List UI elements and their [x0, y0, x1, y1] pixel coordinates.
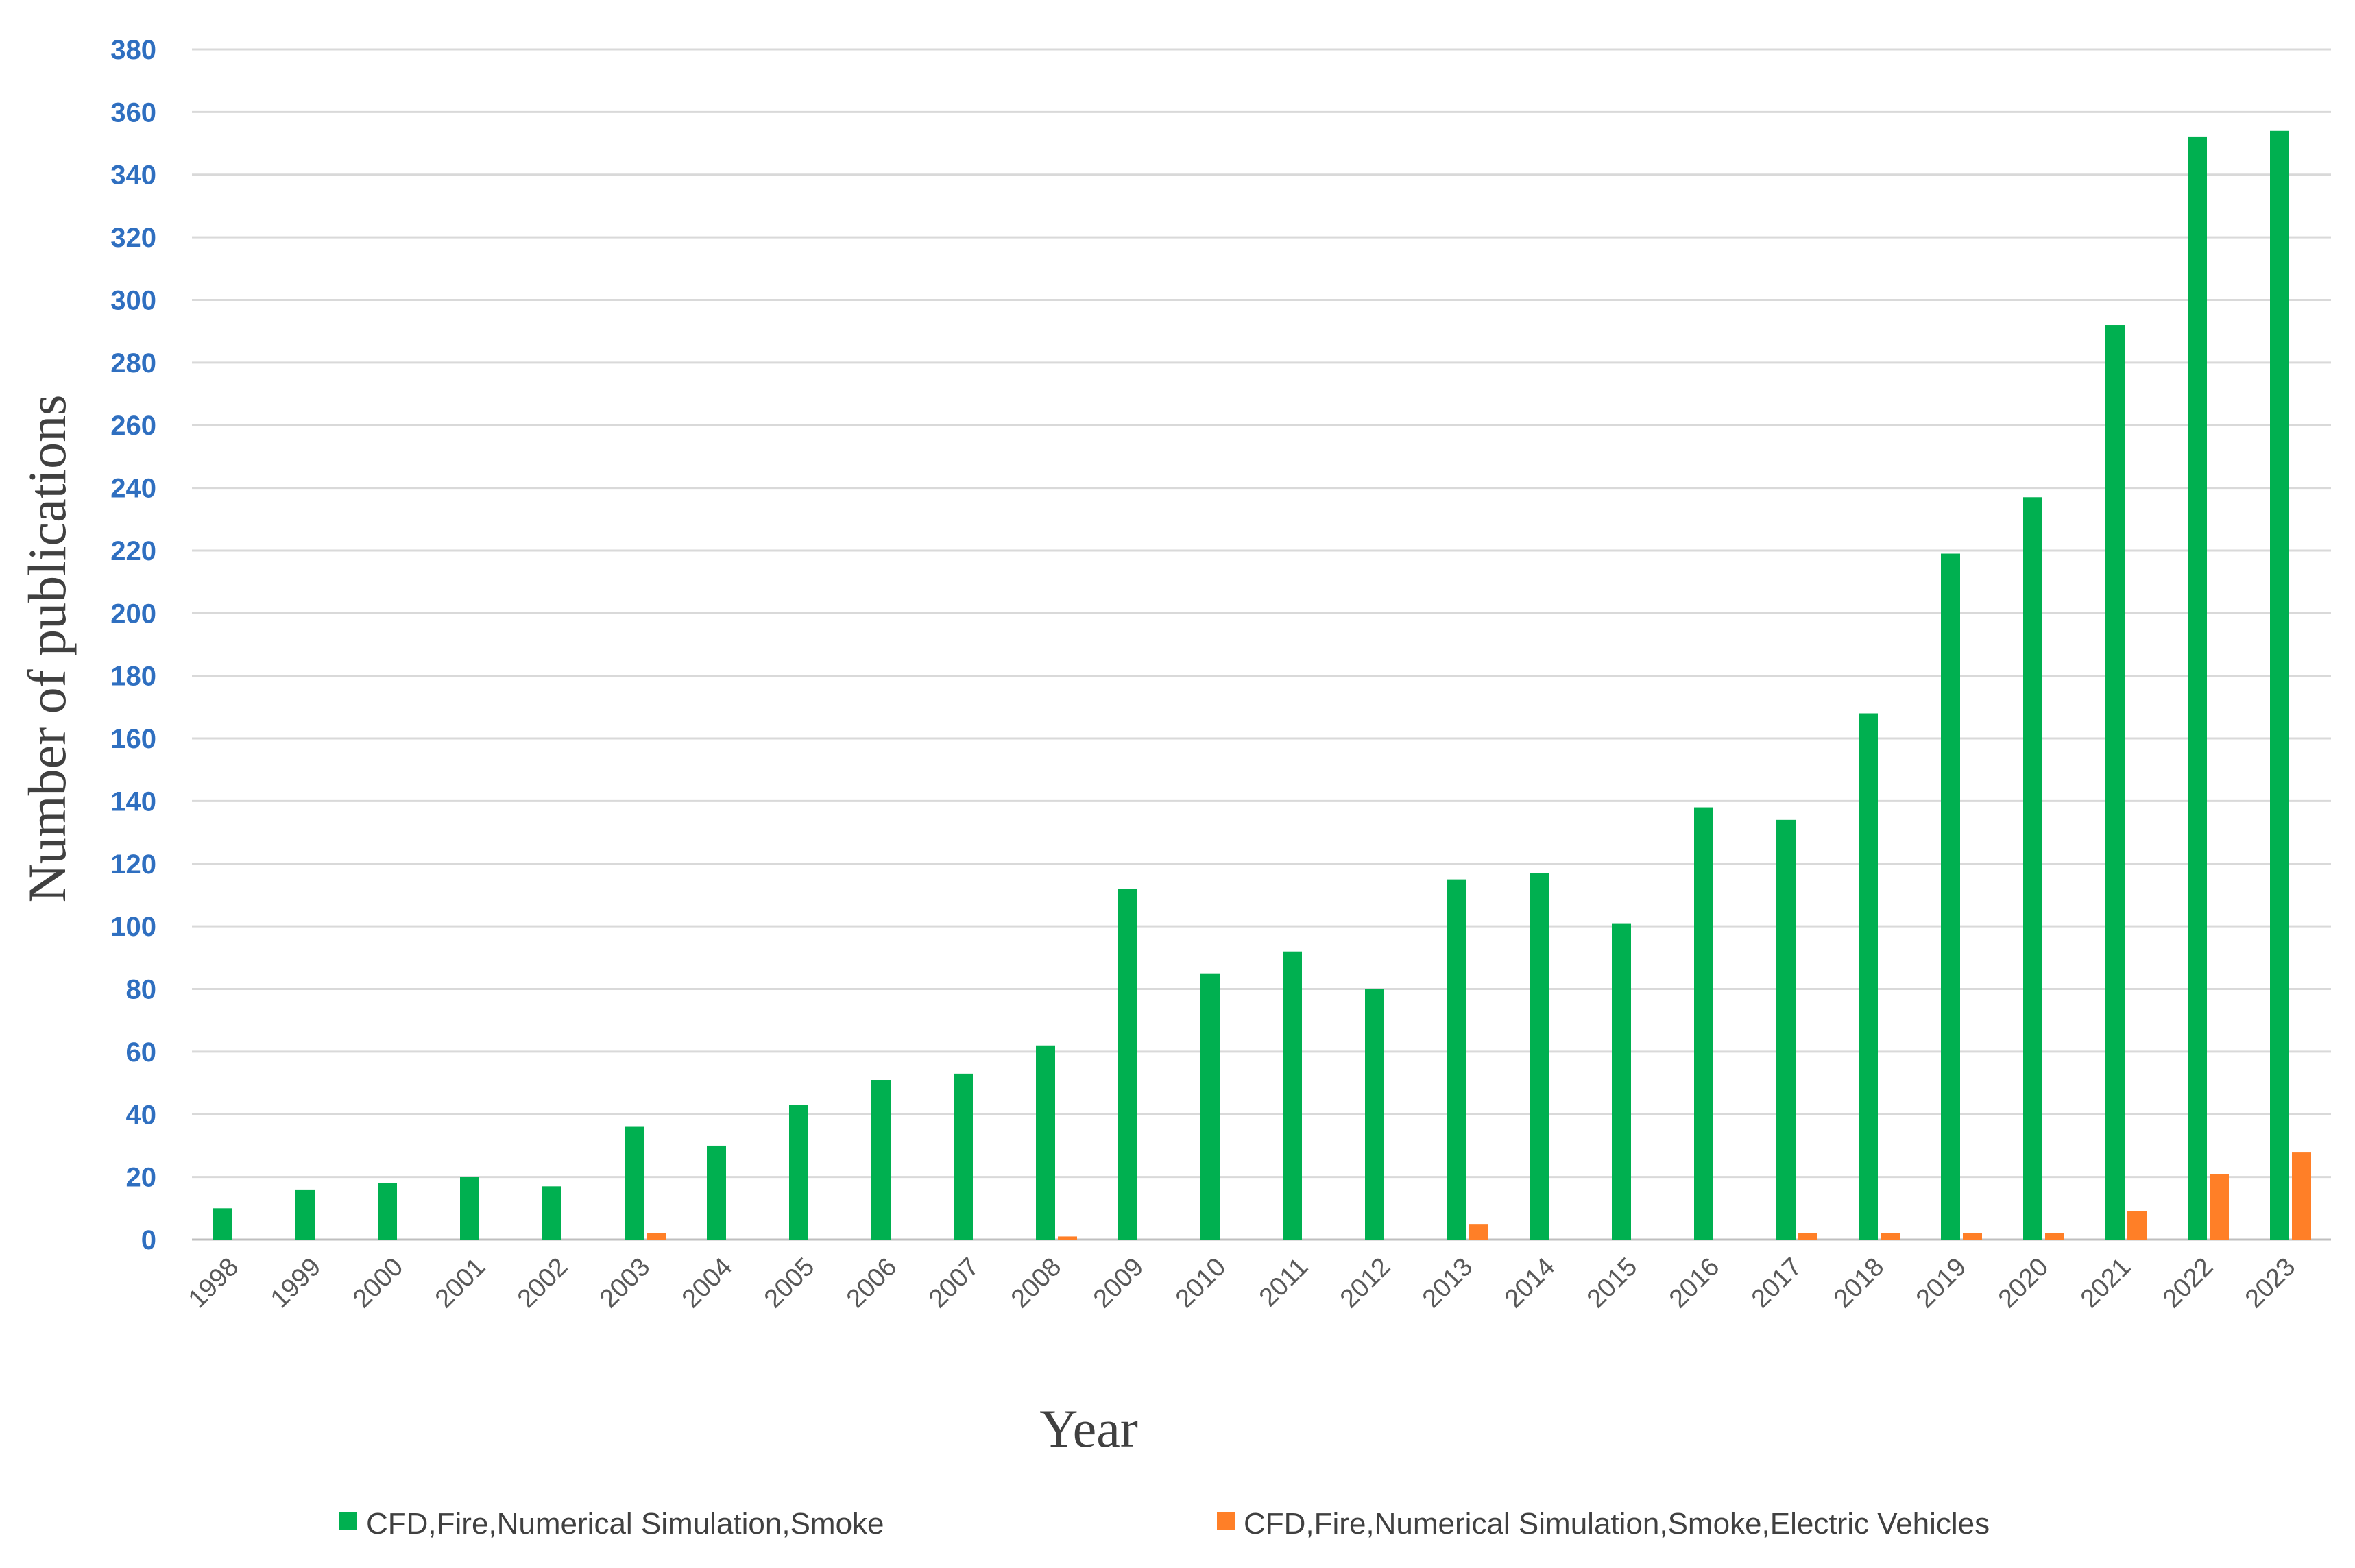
- x-tick-label: 2019: [1911, 1253, 1972, 1314]
- gridlines: [192, 48, 2331, 1241]
- y-tick-label: 260: [110, 411, 156, 441]
- x-tick-label: 2013: [1417, 1253, 1478, 1314]
- y-tick-label: 300: [110, 285, 156, 315]
- x-tick-label: 2007: [923, 1253, 985, 1314]
- y-tick-label: 320: [110, 223, 156, 253]
- x-tick-label: 2023: [2240, 1253, 2301, 1314]
- x-tick-label: 2001: [430, 1253, 491, 1314]
- bar-series-1-2017: [1776, 819, 1796, 1240]
- x-tick-label: 2016: [1664, 1253, 1725, 1314]
- x-axis-title: Year: [1039, 1399, 1138, 1458]
- bar-series-2-2013: [1469, 1224, 1488, 1240]
- bar-series-1-2007: [954, 1073, 973, 1240]
- bar-series-1-2010: [1200, 973, 1220, 1240]
- bar-series-1-2005: [789, 1105, 808, 1240]
- legend-label-series-2: CFD,Fire,Numerical Simulation,Smoke,Elec…: [1244, 1507, 1990, 1541]
- y-axis-title: Number of publications: [17, 395, 77, 903]
- bar-series-1-1998: [213, 1208, 232, 1240]
- x-tick-label: 2009: [1088, 1253, 1149, 1314]
- x-tick-label: 2020: [1993, 1253, 2054, 1314]
- y-tick-label: 0: [141, 1225, 156, 1255]
- bar-series-1-2019: [1941, 553, 1960, 1240]
- legend-swatch-series-1: [339, 1512, 357, 1530]
- bars: [213, 130, 2311, 1240]
- x-tick-label: 2004: [677, 1253, 738, 1314]
- x-tick-label: 2000: [348, 1253, 409, 1314]
- legend-swatch-series-2: [1217, 1512, 1235, 1530]
- y-tick-label: 20: [126, 1163, 157, 1193]
- x-tick-label: 2012: [1335, 1253, 1396, 1314]
- y-tick-label: 240: [110, 474, 156, 504]
- x-tick-label: 2017: [1746, 1253, 1807, 1314]
- x-tick-label: 1999: [265, 1253, 326, 1314]
- x-tick-label: 2003: [594, 1253, 655, 1314]
- x-tick-label: 2014: [1499, 1253, 1560, 1314]
- bar-series-1-2008: [1036, 1045, 1055, 1240]
- y-tick-label: 360: [110, 97, 156, 128]
- x-tick-label: 2002: [512, 1253, 573, 1314]
- y-tick-label: 80: [126, 975, 157, 1005]
- y-tick-label: 60: [126, 1037, 157, 1068]
- bar-series-1-2012: [1365, 989, 1384, 1240]
- bar-series-2-2019: [1963, 1233, 1982, 1240]
- bar-series-2-2020: [2045, 1233, 2064, 1240]
- bar-series-1-2013: [1447, 879, 1466, 1240]
- bar-series-1-2015: [1612, 923, 1631, 1240]
- bar-series-1-2009: [1118, 889, 1137, 1240]
- bar-series-1-2020: [2023, 497, 2042, 1240]
- y-tick-label: 280: [110, 348, 156, 378]
- bar-series-1-2022: [2188, 136, 2207, 1240]
- x-tick-label: 2005: [759, 1253, 820, 1314]
- bar-series-1-2001: [460, 1177, 479, 1240]
- y-tick-label: 180: [110, 662, 156, 692]
- x-tick-label: 2018: [1828, 1253, 1889, 1314]
- bar-series-2-2008: [1058, 1236, 1077, 1240]
- bar-series-2-2003: [647, 1233, 666, 1240]
- y-tick-label: 100: [110, 912, 156, 942]
- bar-series-1-2014: [1530, 873, 1549, 1240]
- y-tick-label: 200: [110, 599, 156, 629]
- y-tick-label: 40: [126, 1100, 157, 1130]
- y-tick-label: 380: [110, 35, 156, 65]
- bar-series-1-2011: [1283, 951, 1302, 1240]
- bar-series-1-1999: [295, 1189, 315, 1240]
- x-tick-label: 2010: [1170, 1253, 1231, 1314]
- bar-series-1-2021: [2105, 325, 2125, 1240]
- x-axis-ticks: 1998 1999 2000 2001 2002 2003 2004 2005 2006 2007…: [183, 1253, 2301, 1314]
- y-tick-label: 160: [110, 724, 156, 754]
- legend-label-series-1: CFD,Fire,Numerical Simulation,Smoke: [366, 1507, 884, 1541]
- bar-series-1-2002: [542, 1186, 561, 1240]
- x-tick-label: 1998: [183, 1253, 244, 1314]
- y-tick-label: 120: [110, 849, 156, 880]
- bar-series-1-2006: [871, 1080, 891, 1240]
- x-tick-label: 2022: [2158, 1253, 2219, 1314]
- bar-series-1-2004: [707, 1145, 726, 1240]
- y-tick-label: 140: [110, 786, 156, 817]
- bar-series-1-2023: [2270, 130, 2289, 1240]
- y-axis-ticks: 0 20 40 60 80 100 120 140 160 180 200 220 240 260 280 3…: [110, 35, 156, 1255]
- x-tick-label: 2008: [1006, 1253, 1067, 1314]
- bar-series-2-2017: [1798, 1233, 1817, 1240]
- bar-series-2-2022: [2210, 1174, 2229, 1240]
- bar-series-2-2023: [2292, 1152, 2311, 1240]
- x-tick-label: 2015: [1582, 1253, 1643, 1314]
- bar-series-2-2021: [2127, 1211, 2147, 1240]
- bar-series-1-2003: [625, 1126, 644, 1240]
- x-tick-label: 2006: [841, 1253, 902, 1314]
- x-tick-label: 2021: [2075, 1253, 2136, 1314]
- y-tick-label: 340: [110, 160, 156, 191]
- legend: CFD,Fire,Numerical Simulation,Smoke CFD,…: [339, 1507, 1990, 1541]
- x-tick-label: 2011: [1254, 1253, 1314, 1312]
- bar-series-1-2016: [1694, 807, 1713, 1240]
- bar-series-2-2018: [1881, 1233, 1900, 1240]
- bar-series-1-2000: [378, 1183, 397, 1240]
- y-tick-label: 220: [110, 536, 156, 566]
- bar-series-1-2018: [1859, 713, 1878, 1240]
